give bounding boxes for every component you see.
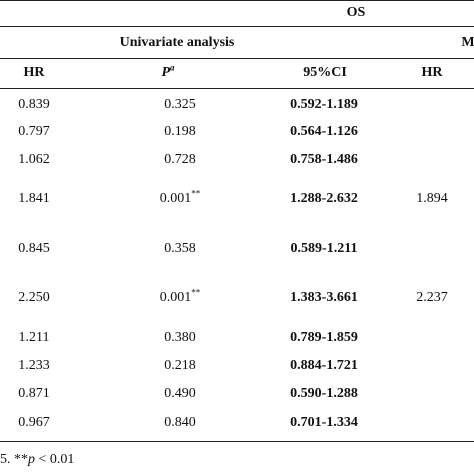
cell-p: 0.380 (164, 329, 196, 347)
cell-hr: 1.233 (18, 358, 50, 373)
cell-hr: 0.797 (18, 124, 50, 139)
cell-ci: 1.383-3.661 (290, 290, 358, 305)
cell-ci: 0.592-1.189 (290, 97, 358, 112)
cell-p-value: 0.380 (164, 330, 196, 345)
cell-hr: 2.250 (18, 290, 50, 305)
column-header-p-superscript: a (170, 62, 175, 73)
cell-hr: 0.839 (18, 97, 50, 112)
cell-p-value: 0.001 (159, 290, 192, 305)
cell-hr: 0.845 (18, 241, 50, 256)
cell-hr: 1.211 (18, 330, 50, 345)
cell-p: 0.840 (164, 414, 196, 432)
footnote-prefix: 5. ** (0, 452, 28, 467)
column-header-p: Pa (161, 62, 175, 82)
cell-ci: 0.789-1.859 (290, 330, 358, 345)
cell-p-value: 0.218 (164, 358, 196, 373)
footnote: 5. **p < 0.01 (0, 451, 74, 469)
cell-p: 0.218 (164, 357, 196, 375)
cell-p-value: 0.840 (164, 415, 196, 430)
cell-hr: 1.062 (18, 152, 50, 167)
cell-hr: 1.841 (18, 191, 50, 206)
cell-p-superscript: ** (191, 287, 201, 298)
cell-hr: 0.871 (18, 386, 50, 401)
cell-p: 0.325 (164, 96, 196, 114)
cell-p: 0.728 (164, 151, 196, 169)
cell-p: 0.490 (164, 385, 196, 403)
cell-p-value: 0.358 (164, 241, 196, 256)
column-header-p-label: P (161, 65, 171, 80)
footnote-suffix: < 0.01 (35, 452, 75, 467)
cell-ci: 0.564-1.126 (290, 124, 358, 139)
cell-ci: 0.758-1.486 (290, 152, 358, 167)
cell-p-value: 0.728 (164, 152, 196, 167)
cell-hr: 0.967 (18, 415, 50, 430)
cell-p-value: 0.198 (164, 124, 196, 139)
cell-ci: 1.288-2.632 (290, 191, 358, 206)
top-rule (0, 0, 474, 1)
header-rule (0, 58, 474, 59)
cell-p: 0.198 (164, 123, 196, 141)
footnote-variable: p (28, 452, 35, 467)
cell-ci: 0.884-1.721 (290, 358, 358, 373)
bottom-rule (0, 441, 474, 442)
cell-p-value: 0.490 (164, 386, 196, 401)
cell-hr2: 1.894 (416, 191, 448, 206)
os-group-header: OS (346, 5, 366, 20)
cell-p: 0.001** (159, 287, 201, 307)
cell-p: 0.358 (164, 240, 196, 258)
cell-p-superscript: ** (191, 188, 201, 199)
column-header-hr2: HR (421, 65, 443, 80)
column-header-ci: 95%CI (303, 65, 347, 80)
os-underline (0, 26, 474, 27)
cell-p-value: 0.325 (164, 97, 196, 112)
cell-p-value: 0.001 (159, 191, 192, 206)
univariate-header: Univariate analysis (119, 35, 235, 50)
cell-ci: 0.701-1.334 (290, 415, 358, 430)
column-header-hr: HR (23, 65, 45, 80)
cell-p: 0.001** (159, 188, 201, 208)
cell-ci: 0.590-1.288 (290, 386, 358, 401)
cell-hr2: 2.237 (416, 290, 448, 305)
multivariate-header-fragment: M (461, 35, 474, 50)
cell-ci: 0.589-1.211 (290, 241, 358, 256)
column-header-rule (0, 88, 474, 89)
